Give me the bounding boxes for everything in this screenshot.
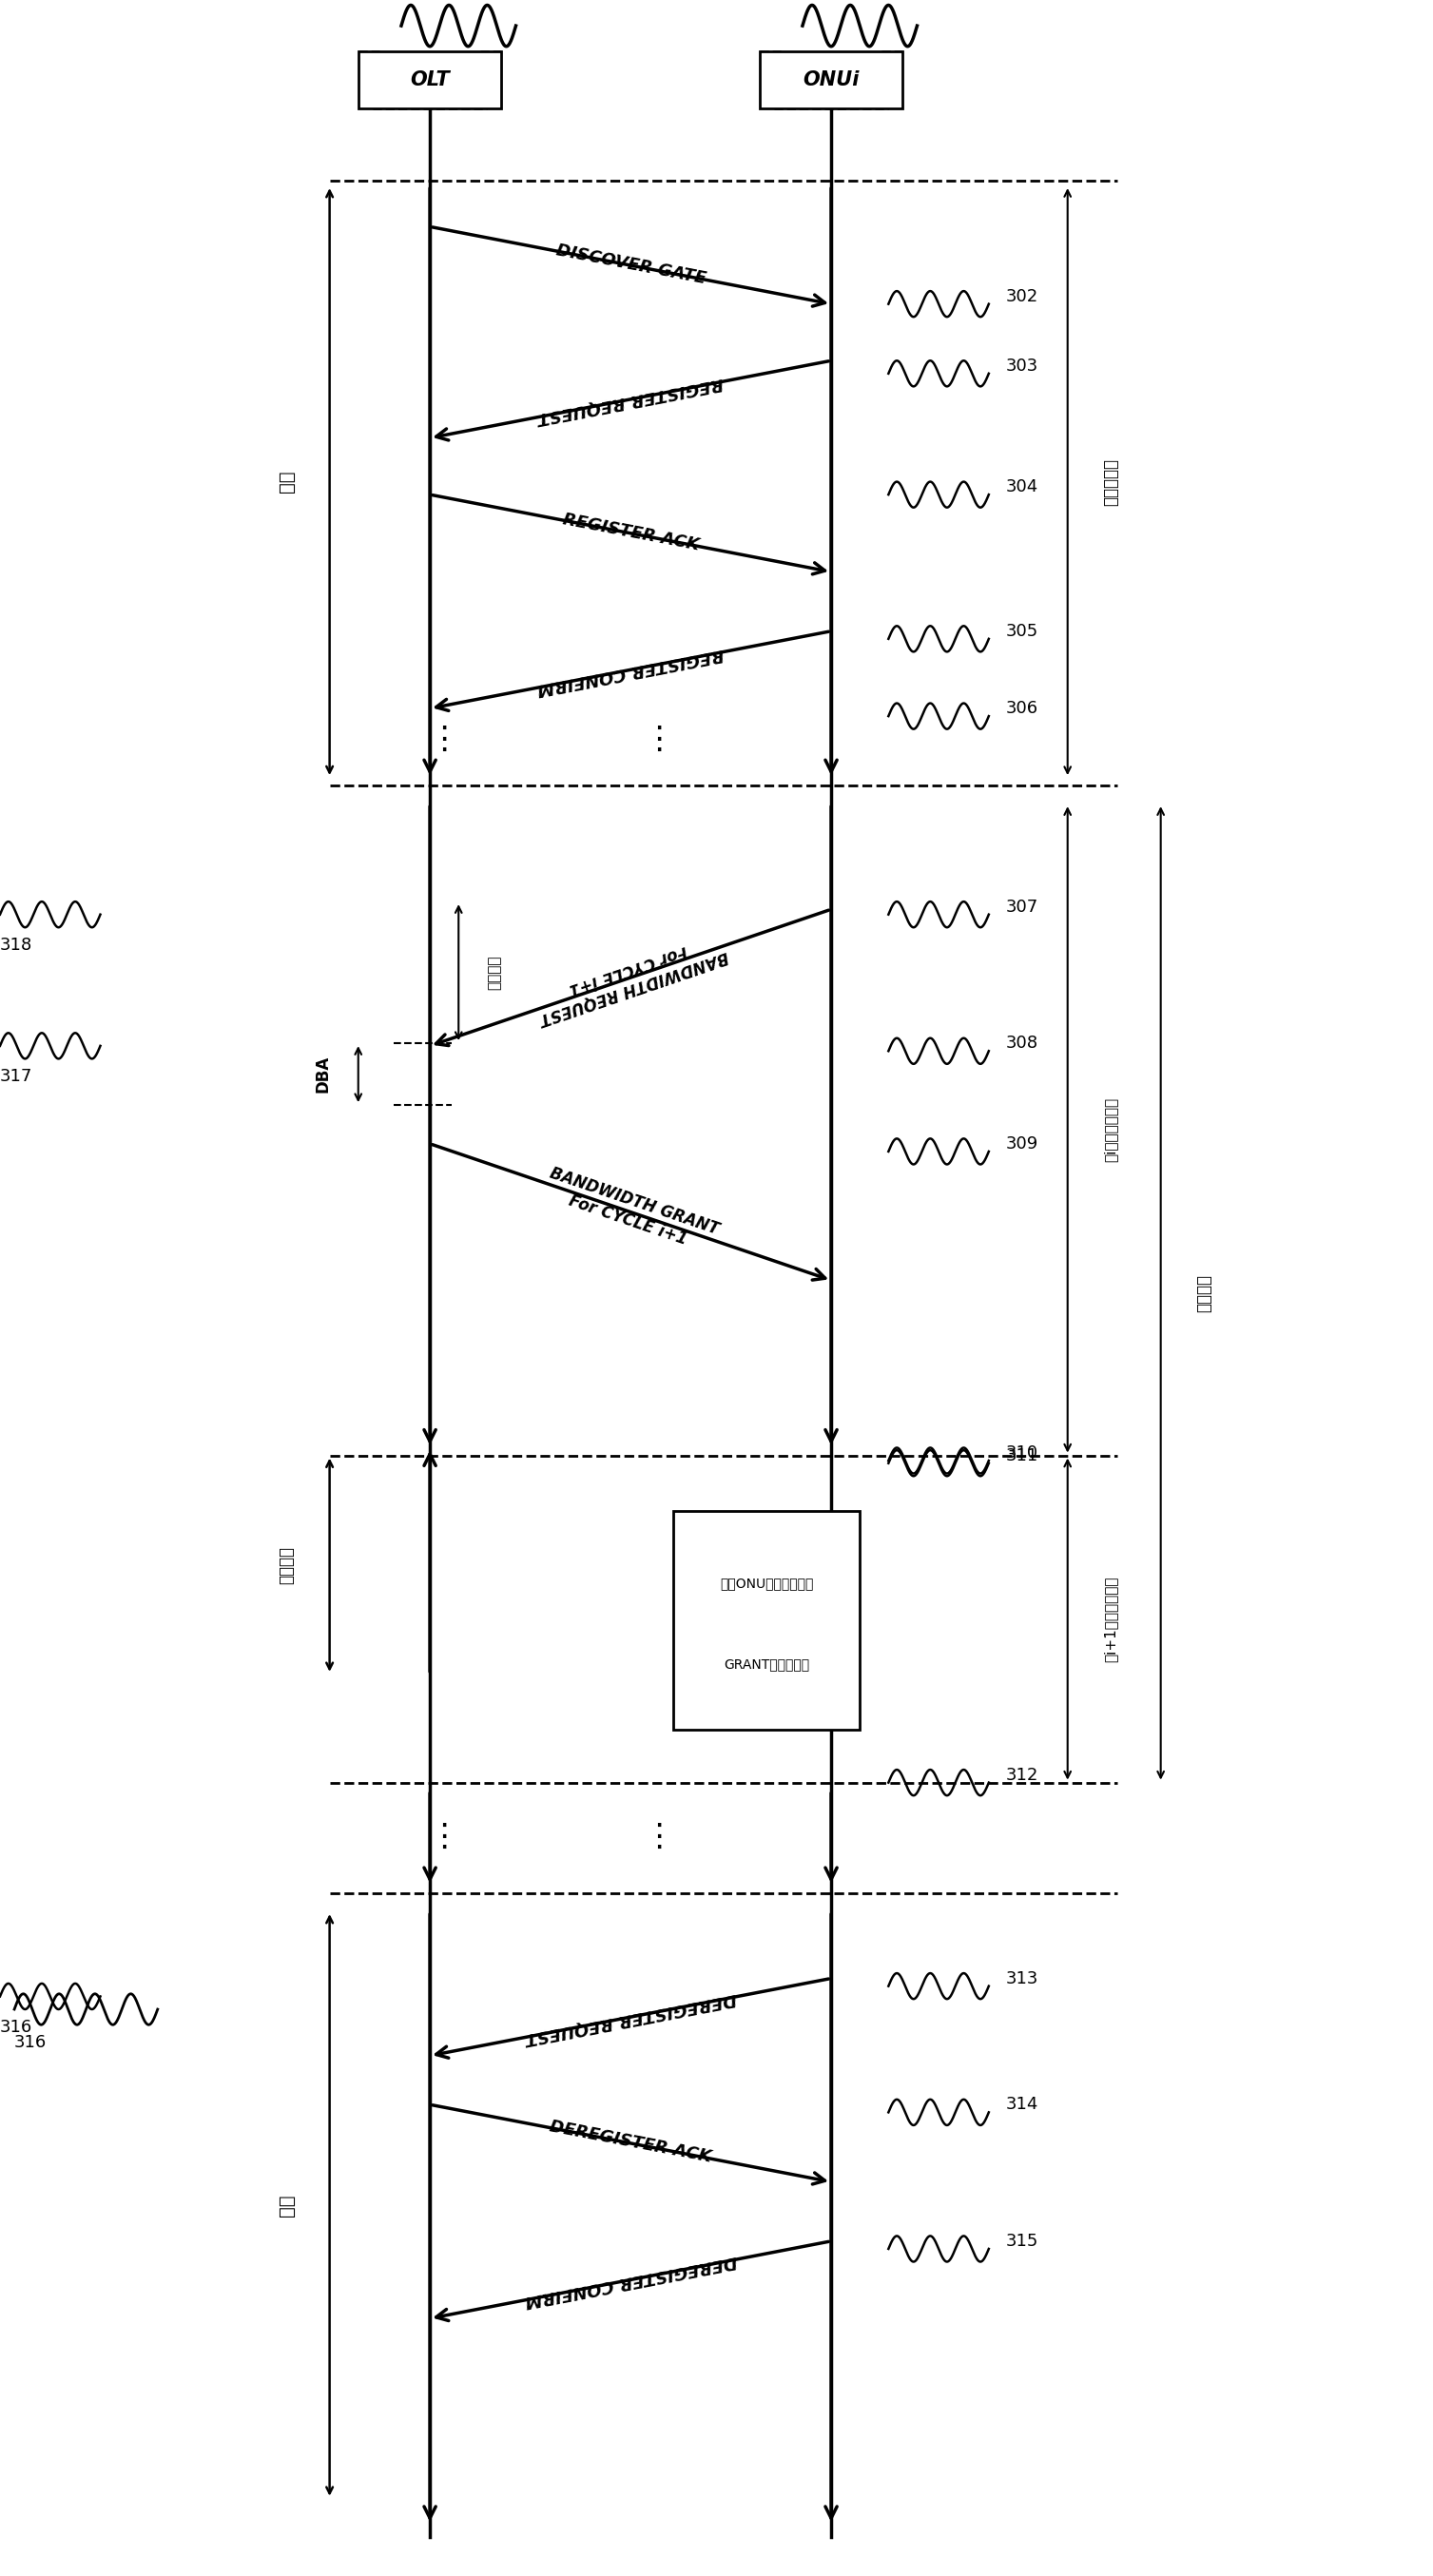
- Text: OLT: OLT: [410, 70, 450, 90]
- Text: 注册: 注册: [278, 471, 295, 492]
- Text: 306: 306: [1006, 701, 1039, 716]
- Text: GRANT帧进行传输: GRANT帧进行传输: [724, 1656, 810, 1672]
- Bar: [759, 52, 903, 108]
- Text: ⋮: ⋮: [428, 1821, 460, 1852]
- Text: REGISTER REQUEST: REGISTER REQUEST: [536, 374, 725, 428]
- Text: REGISTER CONFIRM: REGISTER CONFIRM: [536, 644, 725, 698]
- Text: 314: 314: [1006, 2097, 1039, 2112]
- Text: ONUi: ONUi: [802, 70, 860, 90]
- Text: REGISTER ACK: REGISTER ACK: [560, 510, 701, 554]
- Bar: [674, 1510, 860, 1731]
- Text: 313: 313: [1006, 1971, 1039, 1986]
- Text: ⋮: ⋮: [643, 1821, 675, 1852]
- Text: 注销: 注销: [278, 2195, 295, 2215]
- Text: ⋮: ⋮: [428, 724, 460, 755]
- Text: 303: 303: [1006, 358, 1039, 374]
- Text: 307: 307: [1006, 899, 1039, 914]
- Text: 317: 317: [0, 1069, 33, 1084]
- Text: 316: 316: [0, 2020, 33, 2035]
- Text: 运行模式: 运行模式: [1195, 1275, 1212, 1311]
- Text: 309: 309: [1006, 1136, 1039, 1151]
- Text: 第i+1周期负载信道: 第i+1周期负载信道: [1103, 1577, 1118, 1662]
- Text: 316: 316: [14, 2035, 47, 2050]
- Text: 各个ONU根据上周期的: 各个ONU根据上周期的: [719, 1577, 814, 1589]
- Text: 310: 310: [1006, 1445, 1039, 1461]
- Text: 315: 315: [1006, 2233, 1039, 2249]
- Text: 305: 305: [1006, 623, 1039, 639]
- Text: DEREGISTER REQUEST: DEREGISTER REQUEST: [523, 1989, 738, 2048]
- Text: 312: 312: [1006, 1767, 1039, 1783]
- Text: 第i周期控制信道: 第i周期控制信道: [1103, 1097, 1118, 1162]
- Text: 318: 318: [0, 938, 33, 953]
- Text: 311: 311: [1006, 1448, 1039, 1463]
- Text: DBA: DBA: [314, 1056, 331, 1092]
- Text: 初始化模式: 初始化模式: [1102, 459, 1119, 505]
- Text: BANDWIDTH GRANT
For CYCLE i+1: BANDWIDTH GRANT For CYCLE i+1: [540, 1164, 721, 1257]
- Text: DISCOVER GATE: DISCOVER GATE: [555, 242, 706, 286]
- Bar: [358, 52, 502, 108]
- Text: 上行传输: 上行传输: [278, 1546, 295, 1584]
- Text: 带宽请求: 带宽请求: [487, 956, 502, 989]
- Text: DEREGISTER ACK: DEREGISTER ACK: [549, 2117, 714, 2166]
- Text: 304: 304: [1006, 479, 1039, 495]
- Text: ⋮: ⋮: [643, 724, 675, 755]
- Text: 302: 302: [1006, 289, 1039, 304]
- Text: 308: 308: [1006, 1036, 1039, 1051]
- Text: DEREGISTER CONFIRM: DEREGISTER CONFIRM: [523, 2251, 738, 2311]
- Text: BANDWIDTH REQUEST
For CYCLE i+1: BANDWIDTH REQUEST For CYCLE i+1: [532, 930, 731, 1028]
